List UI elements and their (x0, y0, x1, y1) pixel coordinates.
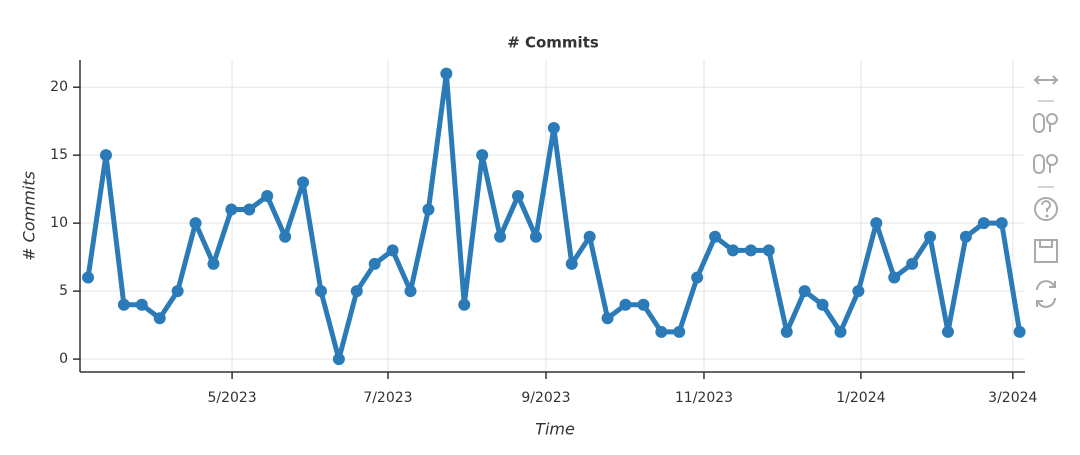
point (637, 298, 650, 311)
point (780, 325, 793, 338)
x-tick-label: 5/2023 (207, 390, 256, 406)
y-tick-label: 15 (50, 147, 68, 163)
point (655, 325, 668, 338)
point (995, 217, 1008, 230)
point (404, 285, 417, 298)
box-zoom-tool[interactable] (1033, 154, 1058, 174)
point (709, 230, 722, 243)
point (583, 230, 596, 243)
y-axis-label: # Commits (20, 171, 39, 261)
point (547, 121, 560, 134)
x-axis-label: Time (535, 420, 575, 439)
point (279, 230, 292, 243)
point (225, 203, 238, 216)
point (117, 298, 130, 311)
point (261, 189, 274, 202)
point (189, 217, 202, 230)
point (207, 257, 220, 270)
point (135, 298, 148, 311)
point (673, 325, 686, 338)
x-tick-label: 11/2023 (675, 390, 733, 406)
point (906, 257, 919, 270)
point (941, 325, 954, 338)
point (153, 312, 166, 325)
x-tick-label: 7/2023 (363, 390, 412, 406)
point (744, 244, 757, 257)
toolbar (1033, 75, 1059, 308)
x-tick-label: 3/2024 (988, 390, 1037, 406)
wheel-zoom-tool[interactable] (1033, 113, 1058, 133)
point (762, 244, 775, 257)
point (834, 325, 847, 338)
point (529, 230, 542, 243)
point (332, 353, 345, 366)
y-tick-label: 10 (50, 215, 68, 231)
help-tool[interactable] (1034, 197, 1058, 221)
x-tick-label: 1/2024 (836, 390, 885, 406)
point (691, 271, 704, 284)
chart-title: # Commits (507, 34, 599, 52)
point (852, 285, 865, 298)
point (726, 244, 739, 257)
point (619, 298, 632, 311)
point (494, 230, 507, 243)
pan-tool[interactable] (1033, 75, 1059, 85)
point (798, 285, 811, 298)
point (476, 149, 489, 162)
y-tick-label: 20 (50, 79, 68, 95)
y-tick-label: 0 (59, 351, 68, 367)
point (82, 271, 95, 284)
series-line (85, 71, 1023, 362)
point (601, 312, 614, 325)
point (959, 230, 972, 243)
point (386, 244, 399, 257)
point (1013, 325, 1026, 338)
point (368, 257, 381, 270)
reset-tool[interactable] (1036, 280, 1056, 308)
point (565, 257, 578, 270)
point (297, 176, 310, 189)
point (422, 203, 435, 216)
point (870, 217, 883, 230)
point (458, 298, 471, 311)
y-tick-label: 5 (59, 283, 68, 299)
point (440, 67, 453, 80)
point (924, 230, 937, 243)
point (171, 285, 184, 298)
point (314, 285, 327, 298)
point (977, 217, 990, 230)
point (243, 203, 256, 216)
point (816, 298, 829, 311)
point (99, 149, 112, 162)
x-tick-label: 9/2023 (521, 390, 570, 406)
point (350, 285, 363, 298)
point (512, 189, 525, 202)
save-tool[interactable] (1034, 239, 1058, 263)
point (888, 271, 901, 284)
